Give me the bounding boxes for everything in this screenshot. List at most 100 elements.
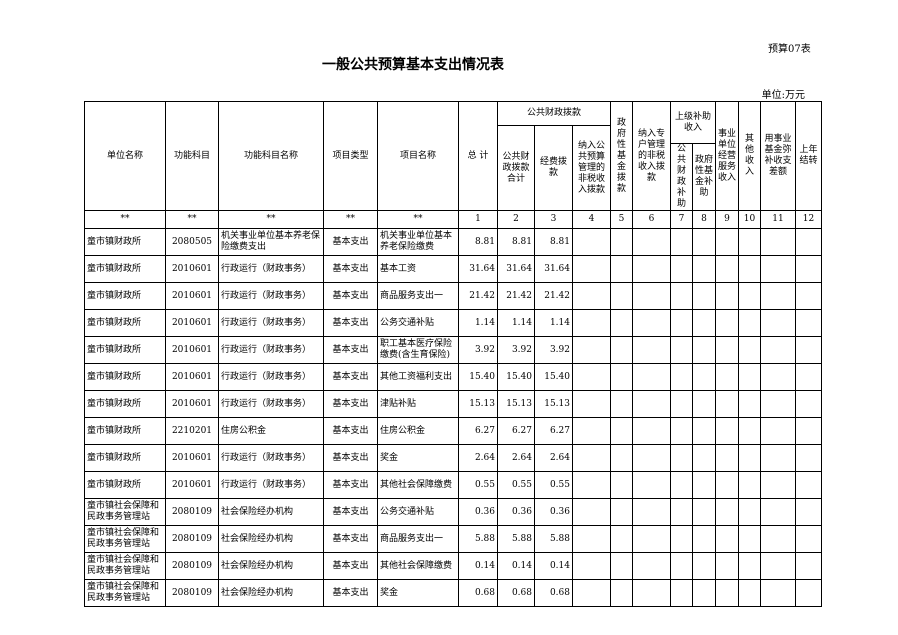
- unit-label: 单位:万元: [761, 90, 805, 101]
- table-row: 童市镇社会保障和民政事务管理站 2080109 社会保险经办机构 基本支出 奖金 0.68…: [84, 579, 822, 607]
- table-cell: 公务交通补贴: [377, 309, 459, 337]
- table-cell: 2080109: [165, 498, 219, 526]
- index-cell: 6: [632, 210, 671, 229]
- table-cell: [670, 228, 693, 256]
- table-cell: 基本支出: [323, 444, 378, 472]
- table-cell: [692, 417, 716, 445]
- table-cell: 其他工资福利支出: [377, 363, 459, 391]
- table-cell: 商品服务支出一: [377, 525, 459, 553]
- table-cell: 基本支出: [323, 255, 378, 283]
- table-cell: [632, 309, 671, 337]
- table-cell: [738, 471, 761, 499]
- table-cell: 2010601: [165, 363, 219, 391]
- table-cell: 2.64: [497, 444, 535, 472]
- table-cell: [610, 255, 633, 283]
- index-cell: 12: [795, 210, 822, 229]
- table-cell: 社会保险经办机构: [218, 579, 324, 607]
- table-row: 童市镇财政所 2010601 行政运行（财政事务） 基本支出 职工基本医疗保险缴费(含生…: [84, 336, 822, 364]
- table-cell: 职工基本医疗保险缴费(含生育保险): [377, 336, 459, 364]
- header-funding: 经费拨款: [534, 125, 573, 211]
- table-cell: [610, 390, 633, 418]
- table-cell: [738, 282, 761, 310]
- table-cell: 0.68: [534, 579, 573, 607]
- table-cell: [610, 444, 633, 472]
- header-other: 其他收入: [738, 101, 761, 211]
- table-cell: 社会保险经办机构: [218, 552, 324, 580]
- table-cell: [692, 444, 716, 472]
- table-cell: [610, 336, 633, 364]
- table-cell: [760, 363, 796, 391]
- table-cell: 童市镇社会保障和民政事务管理站: [84, 552, 166, 580]
- table-cell: 6.27: [497, 417, 535, 445]
- table-row: 童市镇财政所 2010601 行政运行（财政事务） 基本支出 其他工资福利支出 15.40…: [84, 363, 822, 391]
- table-cell: [760, 309, 796, 337]
- table-cell: [715, 255, 739, 283]
- table-cell: [692, 390, 716, 418]
- table-row: 童市镇财政所 2010601 行政运行（财政事务） 基本支出 津贴补贴 15.13 15.1…: [84, 390, 822, 418]
- table-cell: [632, 471, 671, 499]
- index-cell: **: [323, 210, 378, 229]
- table-cell: 童市镇财政所: [84, 363, 166, 391]
- table-cell: 31.64: [458, 255, 498, 283]
- table-cell: [670, 336, 693, 364]
- table-cell: [738, 255, 761, 283]
- table-cell: [670, 579, 693, 607]
- table-cell: 3.92: [497, 336, 535, 364]
- header-proj-name: 项目名称: [377, 101, 459, 211]
- header-proj-type: 项目类型: [323, 101, 378, 211]
- table-cell: [760, 444, 796, 472]
- table-row: 童市镇社会保障和民政事务管理站 2080109 社会保险经办机构 基本支出 商品服务支出…: [84, 525, 822, 553]
- table-cell: [760, 336, 796, 364]
- table-cell: 童市镇财政所: [84, 471, 166, 499]
- table-cell: 21.42: [458, 282, 498, 310]
- table-cell: [738, 525, 761, 553]
- table-cell: [738, 363, 761, 391]
- header-fund-make: 用事业基金弥补收支差额: [760, 101, 796, 211]
- table-cell: [572, 309, 611, 337]
- table-cell: 0.55: [534, 471, 573, 499]
- table-cell: [610, 498, 633, 526]
- index-cell: **: [84, 210, 166, 229]
- table-cell: [715, 363, 739, 391]
- table-cell: [692, 309, 716, 337]
- table-cell: 2080505: [165, 228, 219, 256]
- table-cell: [572, 363, 611, 391]
- table-cell: 商品服务支出一: [377, 282, 459, 310]
- header-biz-income: 事业单位经营服务收入: [715, 101, 739, 211]
- table-cell: [795, 363, 822, 391]
- index-cell: 11: [760, 210, 796, 229]
- table-cell: [632, 498, 671, 526]
- table-cell: 0.36: [534, 498, 573, 526]
- header-superior: 上级补助收入: [670, 101, 716, 144]
- table-cell: [610, 228, 633, 256]
- form-code: 预算07表: [768, 44, 811, 55]
- table-cell: 童市镇社会保障和民政事务管理站: [84, 579, 166, 607]
- table-cell: [760, 579, 796, 607]
- table-cell: [670, 417, 693, 445]
- table-cell: 基本工资: [377, 255, 459, 283]
- table-cell: [795, 309, 822, 337]
- table-cell: 2210201: [165, 417, 219, 445]
- table-cell: 童市镇财政所: [84, 309, 166, 337]
- table-cell: 6.27: [458, 417, 498, 445]
- table-cell: [572, 471, 611, 499]
- table-cell: 3.92: [458, 336, 498, 364]
- table-cell: 15.40: [534, 363, 573, 391]
- header-func-name: 功能科目名称: [218, 101, 324, 211]
- table-cell: [632, 417, 671, 445]
- table-cell: 基本支出: [323, 390, 378, 418]
- index-cell: 9: [715, 210, 739, 229]
- table-cell: 0.68: [497, 579, 535, 607]
- table-cell: [795, 228, 822, 256]
- table-cell: 行政运行（财政事务）: [218, 471, 324, 499]
- table-cell: [795, 552, 822, 580]
- header-gov-fund: 政府性基金拨款: [610, 101, 633, 211]
- header-carryover: 上年结转: [795, 101, 822, 211]
- table-cell: [760, 498, 796, 526]
- table-cell: [738, 417, 761, 445]
- table-cell: 基本支出: [323, 552, 378, 580]
- table-cell: [795, 390, 822, 418]
- table-row: 童市镇财政所 2010601 行政运行（财政事务） 基本支出 公务交通补贴 1.14 1.1…: [84, 309, 822, 337]
- table-cell: [610, 309, 633, 337]
- table-cell: 童市镇社会保障和民政事务管理站: [84, 498, 166, 526]
